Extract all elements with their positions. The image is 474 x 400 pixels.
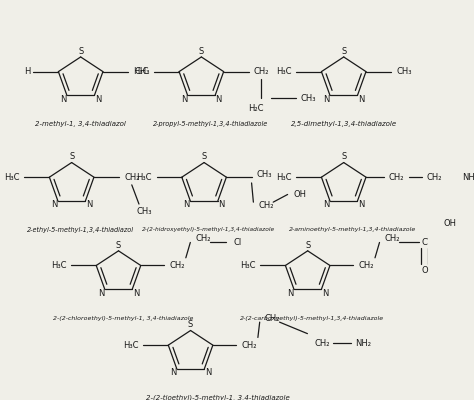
Text: CH₃: CH₃ xyxy=(135,67,150,76)
Text: OH: OH xyxy=(294,190,307,199)
Text: 2-(2-tioethyl)-5-methyl-1, 3,4-thiadiazole: 2-(2-tioethyl)-5-methyl-1, 3,4-thiadiazo… xyxy=(146,394,290,400)
Text: N: N xyxy=(60,95,66,104)
Text: CH₂: CH₂ xyxy=(258,202,274,210)
Text: S: S xyxy=(305,240,310,250)
Text: S: S xyxy=(341,152,346,161)
Text: CH₂: CH₂ xyxy=(241,341,256,350)
Text: S: S xyxy=(199,47,204,56)
Text: N: N xyxy=(98,288,104,298)
Text: CH₃: CH₃ xyxy=(396,67,411,76)
Text: N: N xyxy=(95,95,101,104)
Text: N: N xyxy=(322,288,328,298)
Text: CH₂: CH₂ xyxy=(389,173,404,182)
Text: N: N xyxy=(218,200,225,209)
Text: CH₂: CH₂ xyxy=(358,261,374,270)
Text: O: O xyxy=(421,266,428,275)
Text: S: S xyxy=(78,47,83,56)
Text: H₃C: H₃C xyxy=(51,261,66,270)
Text: N: N xyxy=(358,95,365,104)
Text: CH₃: CH₃ xyxy=(256,170,272,179)
Text: H₃C: H₃C xyxy=(276,173,292,182)
Text: CH₂: CH₂ xyxy=(195,234,210,243)
Text: H₃C: H₃C xyxy=(136,173,152,182)
Text: S: S xyxy=(188,320,193,329)
Text: 2-ethyl-5-methyl-1,3,4-thiadiazol: 2-ethyl-5-methyl-1,3,4-thiadiazol xyxy=(27,227,134,233)
Text: 2,5-dimethyl-1,3,4-thiadiazole: 2,5-dimethyl-1,3,4-thiadiazole xyxy=(291,121,397,127)
Text: N: N xyxy=(323,95,329,104)
Text: CH₂: CH₂ xyxy=(254,67,269,76)
Text: 2-(2-chloroethyl)-5-methyl-1, 3,4-thiadiazole: 2-(2-chloroethyl)-5-methyl-1, 3,4-thiadi… xyxy=(53,316,193,321)
Text: H: H xyxy=(25,67,31,76)
Text: H₃C: H₃C xyxy=(240,261,255,270)
Text: N: N xyxy=(86,200,92,209)
Text: CH₂: CH₂ xyxy=(384,234,400,243)
Text: H₃C: H₃C xyxy=(4,173,19,182)
Text: S: S xyxy=(201,152,207,161)
Text: N: N xyxy=(133,288,139,298)
Text: N: N xyxy=(51,200,57,209)
Text: H₃C: H₃C xyxy=(276,67,292,76)
Text: N: N xyxy=(183,200,190,209)
Text: CH₂: CH₂ xyxy=(427,173,442,182)
Text: N: N xyxy=(205,368,211,377)
Text: H₃C: H₃C xyxy=(134,67,149,76)
Text: 2-(2-carboxyethyl)-5-methyl-1,3,4-thiadiazole: 2-(2-carboxyethyl)-5-methyl-1,3,4-thiadi… xyxy=(240,316,384,321)
Text: N: N xyxy=(170,368,176,377)
Text: NH₂: NH₂ xyxy=(463,173,474,182)
Text: N: N xyxy=(216,95,222,104)
Text: N: N xyxy=(181,95,187,104)
Text: H₂C: H₂C xyxy=(248,104,264,112)
Text: 2-methyl-1, 3,4-thiadiazol: 2-methyl-1, 3,4-thiadiazol xyxy=(35,121,126,127)
Text: CH₂: CH₂ xyxy=(264,314,280,323)
Text: 2-(2-hidroxyethyl)-5-methyl-1,3,4-thiadiazole: 2-(2-hidroxyethyl)-5-methyl-1,3,4-thiadi… xyxy=(142,227,275,232)
Text: S: S xyxy=(341,47,346,56)
Text: N: N xyxy=(358,200,365,209)
Text: OH: OH xyxy=(443,219,456,228)
Text: 2-propyl-5-methyl-1,3,4-thiadiazole: 2-propyl-5-methyl-1,3,4-thiadiazole xyxy=(153,121,268,127)
Text: NH₂: NH₂ xyxy=(356,339,371,348)
Text: N: N xyxy=(287,288,293,298)
Text: CH₂: CH₂ xyxy=(124,173,139,182)
Text: CH₂: CH₂ xyxy=(314,339,329,348)
Text: N: N xyxy=(323,200,329,209)
Text: C: C xyxy=(421,238,428,247)
Text: H₃C: H₃C xyxy=(123,341,138,350)
Text: S: S xyxy=(116,240,121,250)
Text: CH₂: CH₂ xyxy=(169,261,184,270)
Text: CH₃: CH₃ xyxy=(301,94,316,103)
Text: 2-aminoethyl-5-methyl-1,3,4-thiadiazole: 2-aminoethyl-5-methyl-1,3,4-thiadiazole xyxy=(289,227,416,232)
Text: Cl: Cl xyxy=(233,238,241,247)
Text: S: S xyxy=(69,152,74,161)
Text: CH₃: CH₃ xyxy=(137,207,152,216)
